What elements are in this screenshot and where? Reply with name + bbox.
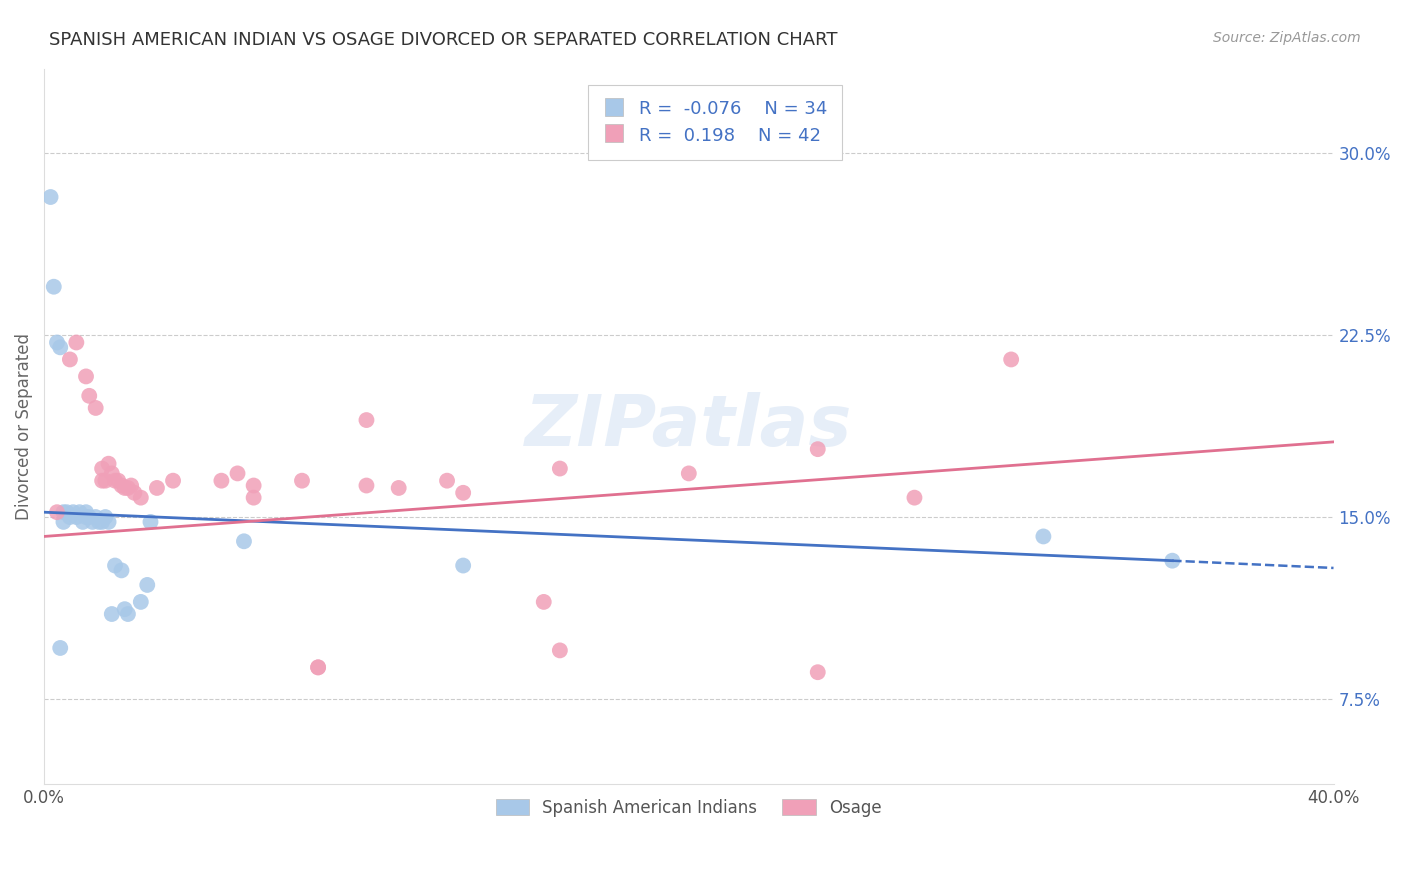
- Point: [97, 515, 120, 529]
- Point: [101, 467, 124, 481]
- Point: [104, 474, 127, 488]
- Point: [139, 515, 162, 529]
- Point: [65, 510, 87, 524]
- Point: [436, 474, 458, 488]
- Point: [307, 660, 329, 674]
- Point: [62, 505, 84, 519]
- Point: [162, 474, 184, 488]
- Text: ZIPatlas: ZIPatlas: [524, 392, 852, 460]
- Point: [84, 510, 107, 524]
- Point: [77, 510, 100, 524]
- Point: [1032, 529, 1054, 543]
- Point: [146, 481, 169, 495]
- Point: [110, 563, 132, 577]
- Point: [388, 481, 411, 495]
- Point: [49, 640, 72, 655]
- Point: [91, 461, 114, 475]
- Point: [94, 474, 117, 488]
- Point: [678, 467, 700, 481]
- Point: [46, 505, 69, 519]
- Point: [242, 478, 264, 492]
- Point: [77, 389, 100, 403]
- Point: [104, 558, 127, 573]
- Point: [49, 340, 72, 354]
- Point: [91, 474, 114, 488]
- Point: [55, 505, 77, 519]
- Point: [75, 510, 97, 524]
- Point: [129, 595, 152, 609]
- Point: [356, 413, 378, 427]
- Point: [136, 578, 159, 592]
- Point: [42, 279, 65, 293]
- Point: [52, 515, 75, 529]
- Point: [59, 510, 82, 524]
- Point: [807, 665, 830, 680]
- Point: [226, 467, 249, 481]
- Point: [65, 335, 87, 350]
- Point: [82, 515, 104, 529]
- Point: [91, 515, 114, 529]
- Legend: Spanish American Indians, Osage: Spanish American Indians, Osage: [488, 791, 890, 825]
- Point: [124, 485, 146, 500]
- Point: [46, 335, 69, 350]
- Point: [1161, 554, 1184, 568]
- Point: [291, 474, 314, 488]
- Point: [533, 595, 555, 609]
- Point: [52, 505, 75, 519]
- Point: [903, 491, 925, 505]
- Point: [451, 485, 474, 500]
- Point: [75, 369, 97, 384]
- Point: [97, 457, 120, 471]
- Point: [548, 643, 571, 657]
- Point: [117, 481, 139, 495]
- Point: [129, 491, 152, 505]
- Point: [69, 505, 91, 519]
- Y-axis label: Divorced or Separated: Divorced or Separated: [15, 333, 32, 520]
- Text: SPANISH AMERICAN INDIAN VS OSAGE DIVORCED OR SEPARATED CORRELATION CHART: SPANISH AMERICAN INDIAN VS OSAGE DIVORCE…: [49, 31, 838, 49]
- Point: [209, 474, 232, 488]
- Point: [120, 478, 142, 492]
- Point: [39, 190, 62, 204]
- Point: [451, 558, 474, 573]
- Point: [101, 607, 124, 621]
- Point: [59, 352, 82, 367]
- Point: [75, 505, 97, 519]
- Point: [84, 401, 107, 415]
- Point: [233, 534, 256, 549]
- Point: [548, 461, 571, 475]
- Point: [114, 602, 136, 616]
- Text: Source: ZipAtlas.com: Source: ZipAtlas.com: [1213, 31, 1361, 45]
- Point: [242, 491, 264, 505]
- Point: [1000, 352, 1022, 367]
- Point: [87, 515, 110, 529]
- Point: [72, 515, 94, 529]
- Point: [114, 481, 136, 495]
- Point: [107, 474, 129, 488]
- Point: [110, 478, 132, 492]
- Point: [307, 660, 329, 674]
- Point: [356, 478, 378, 492]
- Point: [807, 442, 830, 457]
- Point: [94, 510, 117, 524]
- Point: [117, 607, 139, 621]
